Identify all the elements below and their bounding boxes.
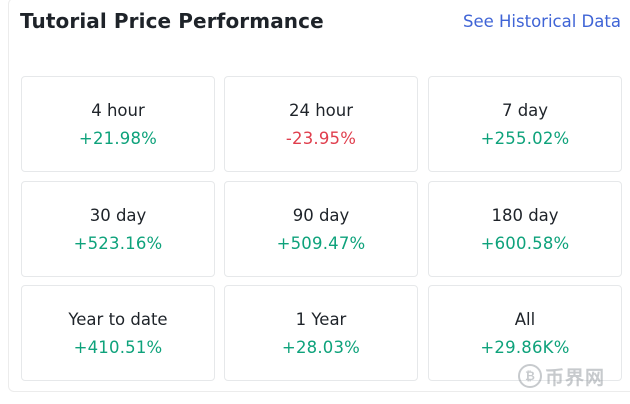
panel-title: Tutorial Price Performance [20,9,324,33]
card-change-value: +28.03% [281,338,361,357]
card-change-value: -23.95% [285,129,357,148]
performance-card-year-to-date: Year to date +410.51% [21,285,215,381]
performance-card-30-day: 30 day +523.16% [21,181,215,277]
bitcoin-coin-icon: ₿ [518,364,542,388]
card-period-label: 24 hour [288,101,354,120]
card-period-label: 1 Year [295,310,347,329]
watermark: ₿ 币界网 [518,362,605,390]
card-change-value: +523.16% [73,234,163,253]
card-change-value: +410.51% [73,338,163,357]
performance-card-24-hour: 24 hour -23.95% [224,76,418,172]
card-change-value: +509.47% [276,234,366,253]
performance-card-180-day: 180 day +600.58% [428,181,622,277]
performance-grid: 4 hour +21.98% 24 hour -23.95% 7 day +25… [21,76,630,381]
see-historical-data-link[interactable]: See Historical Data [463,12,621,31]
card-period-label: 7 day [501,101,549,120]
card-period-label: 180 day [491,206,559,225]
card-change-value: +29.86K% [480,338,570,357]
card-period-label: 90 day [292,206,350,225]
card-change-value: +600.58% [480,234,570,253]
performance-card-90-day: 90 day +509.47% [224,181,418,277]
watermark-text: 币界网 [545,366,606,389]
card-period-label: 30 day [89,206,147,225]
performance-card-1-year: 1 Year +28.03% [224,285,418,381]
performance-card-4-hour: 4 hour +21.98% [21,76,215,172]
card-change-value: +255.02% [480,129,570,148]
card-change-value: +21.98% [78,129,158,148]
performance-card-7-day: 7 day +255.02% [428,76,622,172]
card-period-label: 4 hour [91,101,145,120]
card-period-label: All [514,310,536,329]
card-period-label: Year to date [68,310,168,329]
